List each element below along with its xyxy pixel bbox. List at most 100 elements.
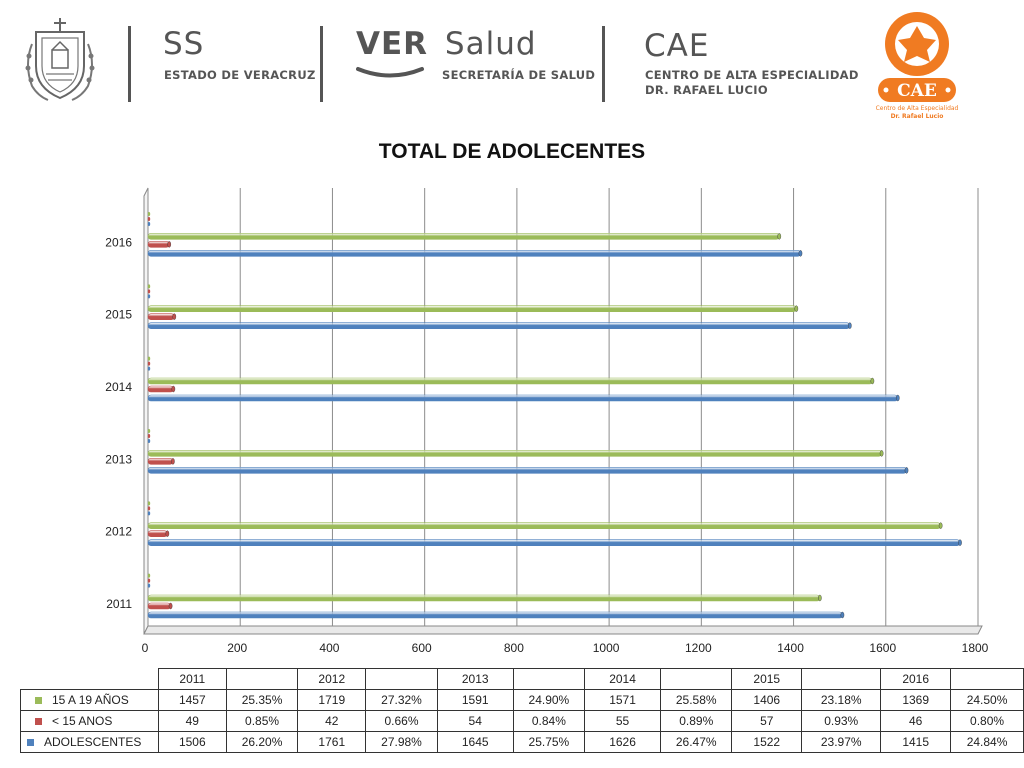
table-header-blank [660, 668, 733, 690]
table-header-year: 2013 [436, 668, 514, 690]
bar-stub [147, 439, 151, 443]
table-header-blank [512, 668, 585, 690]
table-cell: 1571 [583, 689, 662, 711]
y-category-label: 2015 [105, 308, 132, 322]
table-cell: 26.47% [660, 731, 733, 753]
table-header-year: 2011 [157, 668, 227, 690]
bar-stub [147, 583, 151, 588]
chart-floor [143, 625, 983, 635]
x-tick-label: 0 [142, 641, 149, 655]
ver-subtitle: SECRETARÍA DE SALUD [442, 68, 596, 82]
page-header: SS ESTADO DE VERACRUZ VER Salud SECRETAR… [0, 0, 1024, 130]
x-tick-label: 800 [504, 641, 524, 655]
table-header-year: 2014 [583, 668, 662, 690]
bar-2012-series-1 [147, 530, 168, 537]
table-cell: 25.58% [660, 689, 733, 711]
x-tick-label: 400 [319, 641, 339, 655]
table-cell: 23.97% [801, 731, 882, 753]
header-divider [320, 26, 323, 102]
bar-stub [147, 366, 151, 371]
table-cell: 0.93% [801, 710, 882, 732]
table-cell: 57 [731, 710, 803, 732]
table-cell: 0.80% [950, 710, 1024, 732]
table-cell: 27.98% [365, 731, 438, 753]
bar-end-cap [938, 522, 943, 529]
table-header-blank [365, 668, 438, 690]
bar-2011-series-2 [147, 611, 843, 619]
header-divider [602, 26, 605, 102]
table-cell: 25.35% [225, 689, 299, 711]
legend-key-swatch [35, 718, 42, 726]
legend-key-swatch [35, 697, 42, 705]
bar-end-cap [794, 305, 799, 312]
x-tick-label: 1000 [593, 641, 620, 655]
table-cell: 49 [157, 710, 227, 732]
bar-2016-series-2 [147, 250, 801, 257]
table-cell: 1626 [583, 731, 662, 753]
ss-subtitle: ESTADO DE VERACRUZ [164, 68, 316, 82]
bar-2015-series-1 [147, 313, 175, 320]
table-cell: 24.50% [950, 689, 1024, 711]
table-cell: 1415 [880, 731, 952, 753]
table-header-year: 2015 [731, 668, 803, 690]
table-header-year: 2012 [297, 668, 367, 690]
bar-2012-series-2 [147, 539, 961, 546]
table-row: < 15 ANOS 49 0.85% 42 0.66% 54 0.84% 55 0.89% 57 0… [20, 710, 1024, 732]
table-cell: 1406 [731, 689, 803, 711]
bar-stub [147, 578, 151, 583]
bar-2014-series-0 [147, 377, 873, 385]
bar-end-cap [172, 313, 177, 320]
bar-2013-series-1 [147, 458, 174, 465]
table-corner-cell [21, 669, 159, 690]
cae-subtitle: CENTRO DE ALTA ESPECIALIDAD DR. RAFAEL L… [645, 68, 859, 98]
header-divider [128, 26, 131, 102]
bar-2014-series-2 [147, 394, 899, 402]
bar-stub [147, 289, 151, 294]
table-cell: 1719 [297, 689, 367, 711]
table-header-year: 2016 [880, 668, 952, 690]
bar-end-cap [165, 530, 170, 537]
data-table: 2011 2012 2013 2014 2015 2016 15 A 19 AÑOS 1457… [20, 668, 1024, 753]
bar-end-cap [848, 322, 852, 329]
table-row: ADOLESCENTES 1506 26.20% 1761 27.98% 1645 25.7… [20, 731, 1024, 753]
legend-key-swatch [27, 739, 34, 747]
cae-logo-text: CAE [897, 81, 937, 101]
chart-side-wall [143, 187, 149, 635]
table-cell: 24.90% [512, 689, 585, 711]
bar-2016-series-1 [147, 241, 170, 248]
ver-salud-text: Salud [444, 26, 537, 62]
table-cell: 0.85% [225, 710, 299, 732]
legend-series-name: 15 A 19 AÑOS [52, 693, 129, 707]
table-cell: 1522 [731, 731, 803, 753]
y-category-label: 2016 [105, 235, 132, 249]
bar-stub [147, 506, 151, 511]
bar-end-cap [904, 467, 909, 474]
table-header-blank [801, 668, 882, 690]
bar-2013-series-0 [147, 450, 882, 457]
cae-logo-caption: Centro de Alta Especialidad [876, 105, 959, 112]
y-category-label: 2011 [106, 597, 132, 611]
ver-swoosh-icon [356, 67, 424, 78]
cae-title: CAE [644, 28, 710, 64]
table-cell: 26.20% [225, 731, 299, 753]
bar-stub [147, 573, 151, 578]
x-tick-label: 600 [412, 641, 432, 655]
bar-end-cap [777, 233, 782, 240]
table-cell: 0.66% [365, 710, 438, 732]
bar-stub [147, 284, 151, 289]
bar-end-cap [171, 458, 175, 465]
bar-stub [147, 294, 151, 299]
x-tick-label: 1400 [777, 641, 804, 655]
bar-end-cap [167, 241, 172, 248]
bar-end-cap [958, 539, 962, 546]
bar-stub [147, 356, 151, 361]
legend-series-name: ADOLESCENTES [44, 735, 142, 749]
bar-2014-series-1 [147, 385, 174, 393]
bar-stub [147, 361, 151, 366]
bar-stub [147, 217, 151, 221]
chart-title: TOTAL DE ADOLECENTES [378, 140, 646, 163]
bar-end-cap [168, 602, 173, 610]
table-cell: 1506 [157, 731, 227, 753]
bar-end-cap [895, 394, 900, 402]
table-row-label: ADOLESCENTES [20, 731, 159, 753]
